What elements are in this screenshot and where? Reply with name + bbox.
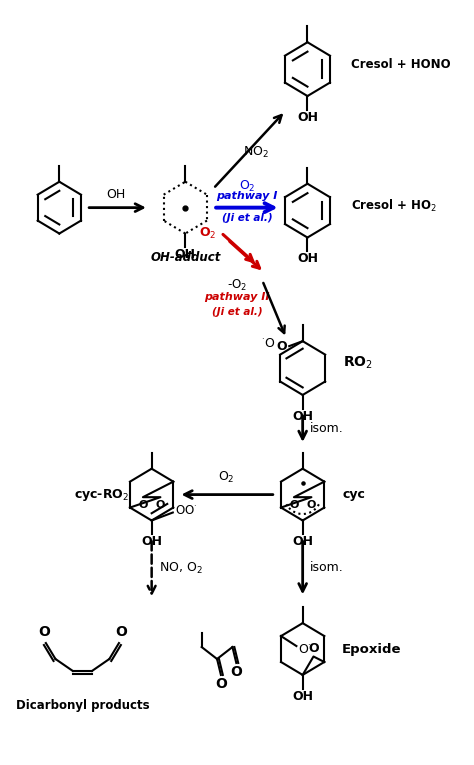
Text: O: O xyxy=(156,500,165,510)
Text: OH: OH xyxy=(292,536,313,549)
Text: pathway II: pathway II xyxy=(204,292,270,302)
Text: NO, O$_2$: NO, O$_2$ xyxy=(159,561,203,576)
Text: isom.: isom. xyxy=(310,422,344,435)
Text: O: O xyxy=(308,642,319,655)
Text: (Ji et al.): (Ji et al.) xyxy=(212,308,263,317)
Text: OH: OH xyxy=(292,410,313,423)
Text: O$^{·}$: O$^{·}$ xyxy=(298,643,312,656)
Text: O: O xyxy=(307,500,316,510)
Text: OH-adduct: OH-adduct xyxy=(150,252,220,265)
Text: (Ji et al.): (Ji et al.) xyxy=(221,213,272,223)
Text: OH: OH xyxy=(292,690,313,703)
Text: Cresol + HO$_2$: Cresol + HO$_2$ xyxy=(351,197,437,213)
Text: -O$_2$: -O$_2$ xyxy=(227,278,247,294)
Text: O: O xyxy=(115,625,127,639)
Text: isom.: isom. xyxy=(310,561,344,574)
Text: O$_2$: O$_2$ xyxy=(219,470,235,485)
Text: cyc-RO$_2$: cyc-RO$_2$ xyxy=(74,487,129,503)
Text: O$_2$: O$_2$ xyxy=(238,178,255,194)
Text: RO$_2$: RO$_2$ xyxy=(343,355,373,371)
Text: O: O xyxy=(289,500,299,510)
Text: OH: OH xyxy=(141,536,162,549)
Text: Epoxide: Epoxide xyxy=(342,643,401,656)
Text: O: O xyxy=(138,500,147,510)
Text: O: O xyxy=(230,665,242,679)
Text: NO$_2$: NO$_2$ xyxy=(243,145,269,161)
Text: O$_2$: O$_2$ xyxy=(199,226,216,241)
Text: O: O xyxy=(38,625,50,639)
Text: OH: OH xyxy=(107,187,126,200)
Text: Dicarbonyl products: Dicarbonyl products xyxy=(16,699,149,712)
Text: O: O xyxy=(277,340,287,353)
Text: OO$^{·}$: OO$^{·}$ xyxy=(175,504,197,517)
Text: $^{·}$O: $^{·}$O xyxy=(261,337,276,350)
Text: Cresol + HONO: Cresol + HONO xyxy=(351,57,450,70)
Text: OH: OH xyxy=(175,249,196,262)
Text: OH: OH xyxy=(297,252,318,265)
Text: cyc: cyc xyxy=(342,488,365,501)
Text: pathway I: pathway I xyxy=(216,190,278,200)
Text: O: O xyxy=(215,677,227,691)
Text: OH: OH xyxy=(297,111,318,124)
